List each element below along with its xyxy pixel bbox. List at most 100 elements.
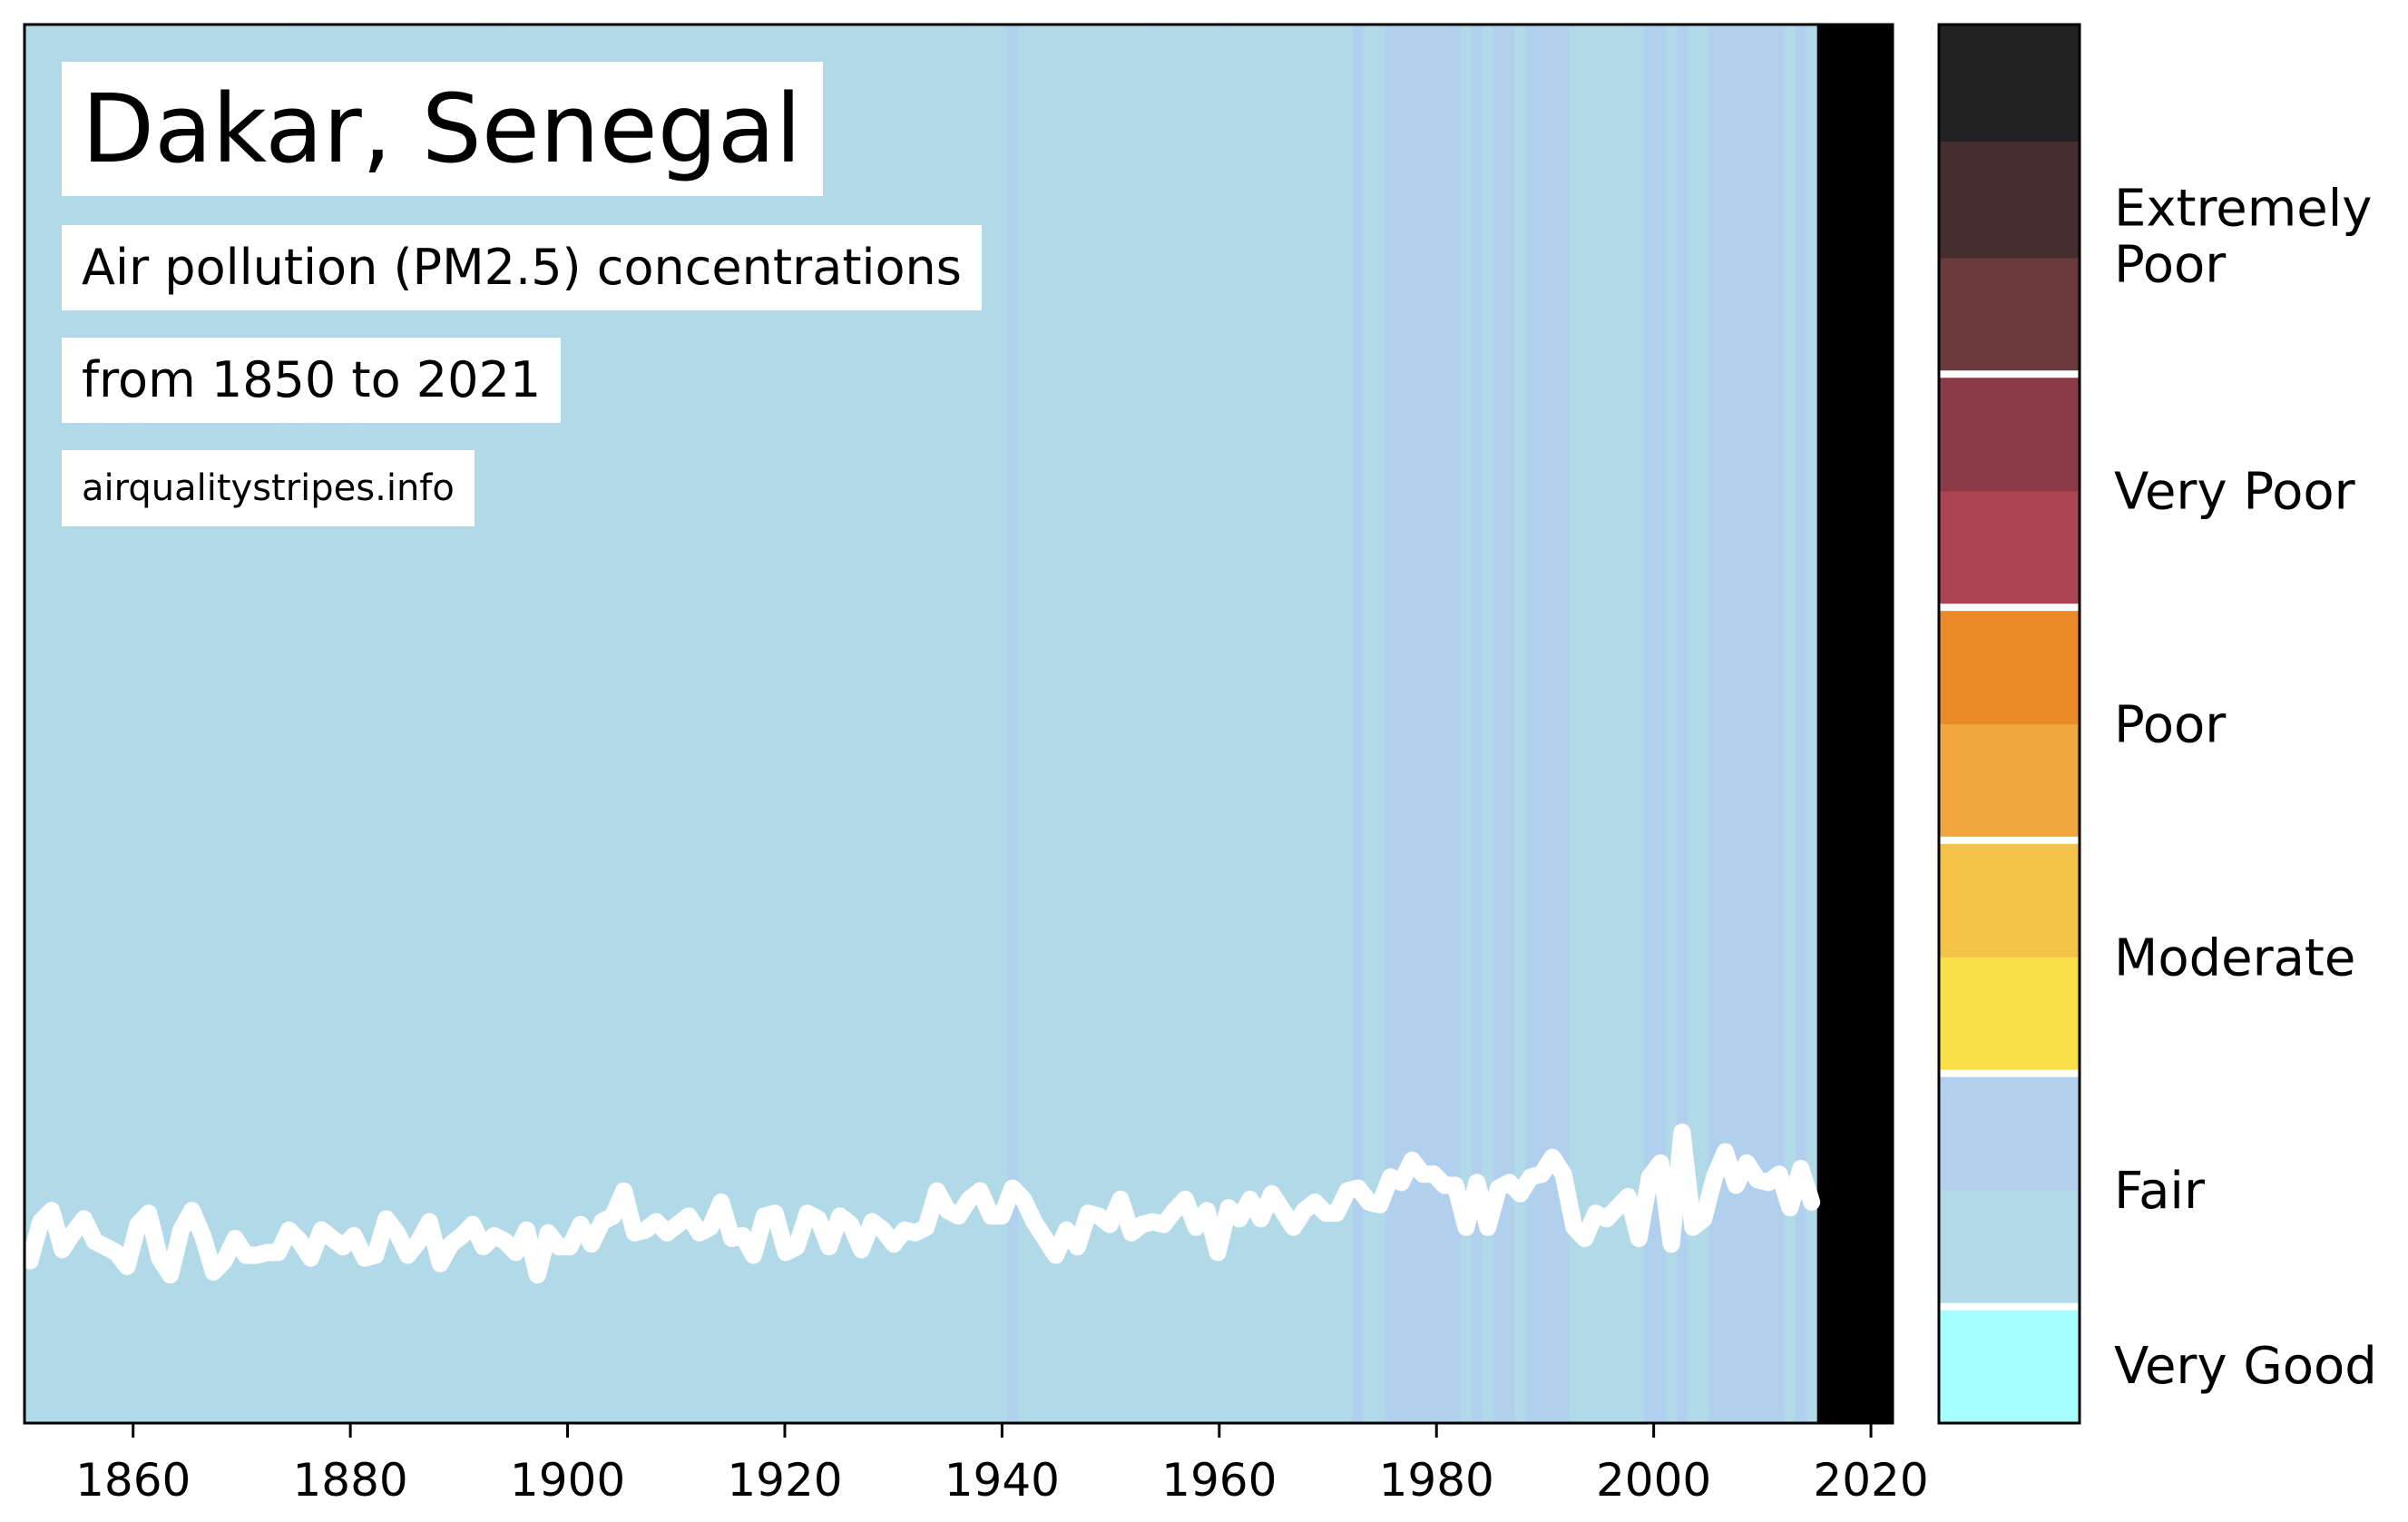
stripe-1967: [1287, 25, 1300, 1423]
stripe-1934: [931, 25, 944, 1423]
colorbar-bin-1: [1939, 1190, 2080, 1308]
stripe-1906: [629, 25, 641, 1423]
stripe-1986: [1493, 25, 1505, 1423]
stripe-1991: [1547, 25, 1559, 1423]
stripe-1850: [24, 25, 36, 1423]
colorbar-label-very-good: Very Good: [2114, 1337, 2377, 1396]
stripe-1900: [564, 25, 576, 1423]
colorbar-bin-8: [1939, 374, 2080, 492]
x-tick-label-2000: 2000: [1596, 1454, 1711, 1507]
stripe-1925: [834, 25, 847, 1423]
stripe-1949: [1093, 25, 1105, 1423]
stripe-1852: [45, 25, 58, 1423]
stripe-1971: [1331, 25, 1343, 1423]
stripe-1985: [1482, 25, 1494, 1423]
stripe-2021: [1871, 25, 1883, 1423]
stripe-1948: [1082, 25, 1095, 1423]
stripe-2017: [1827, 25, 1840, 1423]
chart-subtitle: Air pollution (PM2.5) concentrations: [62, 225, 982, 310]
stripe-1914: [715, 25, 728, 1423]
colorbar-bin-5: [1939, 723, 2080, 841]
stripe-1945: [1050, 25, 1062, 1423]
colorbar-bin-6: [1939, 607, 2080, 725]
stripe-1924: [823, 25, 836, 1423]
stripe-2012: [1774, 25, 1786, 1423]
stripe-1963: [1244, 25, 1257, 1423]
stripe-1960: [1212, 25, 1224, 1423]
stripe-1975: [1374, 25, 1386, 1423]
chart-period: from 1850 to 2021: [62, 338, 562, 423]
x-tick-label-1860: 1860: [75, 1454, 191, 1507]
stripe-1927: [856, 25, 868, 1423]
stripe-1901: [574, 25, 587, 1423]
stripe-2006: [1708, 25, 1721, 1423]
colorbar-label-extremely-poor: Extremely Poor: [2114, 180, 2372, 295]
stripe-2008: [1730, 25, 1743, 1423]
stripe-1958: [1190, 25, 1203, 1423]
colorbar-bin-0: [1939, 1306, 2080, 1424]
stripe-2005: [1698, 25, 1710, 1423]
stripe-1979: [1417, 25, 1430, 1423]
stripe-2001: [1655, 25, 1667, 1423]
stripe-2003: [1676, 25, 1689, 1423]
stripe-1970: [1320, 25, 1332, 1423]
stripe-1936: [953, 25, 965, 1423]
stripe-1904: [607, 25, 620, 1423]
stripe-1933: [920, 25, 933, 1423]
stripe-1903: [596, 25, 609, 1423]
colorbar-bin-3: [1939, 957, 2080, 1075]
stripe-1978: [1406, 25, 1419, 1423]
stripe-1994: [1579, 25, 1591, 1423]
stripe-1905: [618, 25, 631, 1423]
stripe-1962: [1233, 25, 1246, 1423]
stripe-1909: [661, 25, 673, 1423]
stripe-2002: [1666, 25, 1678, 1423]
stripe-1972: [1342, 25, 1354, 1423]
stripe-1916: [737, 25, 749, 1423]
stripe-1908: [651, 25, 662, 1423]
stripe-1976: [1385, 25, 1397, 1423]
stripe-2000: [1644, 25, 1656, 1423]
stripe-2014: [1795, 25, 1807, 1423]
stripe-1919: [769, 25, 781, 1423]
stripe-1930: [888, 25, 900, 1423]
stripe-1929: [877, 25, 889, 1423]
stripe-1998: [1622, 25, 1635, 1423]
stripe-1997: [1611, 25, 1624, 1423]
stripe-1947: [1072, 25, 1084, 1423]
stripe-1941: [1007, 25, 1019, 1423]
colorbar-bin-2: [1939, 1073, 2080, 1191]
stripe-1953: [1136, 25, 1149, 1423]
stripe-1931: [899, 25, 911, 1423]
stripe-1981: [1439, 25, 1451, 1423]
stripe-1956: [1169, 25, 1181, 1423]
stripe-1974: [1363, 25, 1375, 1423]
stripe-1955: [1158, 25, 1170, 1423]
colorbar-label-poor: Poor: [2114, 696, 2227, 755]
stripe-1965: [1266, 25, 1278, 1423]
stripe-2009: [1741, 25, 1754, 1423]
colorbar-bin-10: [1939, 141, 2080, 259]
colorbar-label-very-poor: Very Poor: [2114, 463, 2356, 522]
stripe-1917: [748, 25, 760, 1423]
stripe-2013: [1784, 25, 1796, 1423]
stripe-1918: [759, 25, 771, 1423]
colorbar-bin-11: [1939, 25, 2080, 142]
stripe-1937: [964, 25, 976, 1423]
stripe-1950: [1104, 25, 1116, 1423]
stripe-2004: [1687, 25, 1699, 1423]
x-axis: 1860 1880 1900 1920 1940 1960 1980 2000 2020: [75, 1423, 1929, 1507]
chart-title: Dakar, Senegal: [62, 62, 824, 196]
stripe-2015: [1806, 25, 1818, 1423]
stripe-1999: [1633, 25, 1646, 1423]
stripe-1910: [672, 25, 684, 1423]
colorbar: Very Good Fair Moderate Poor Very Poor Extrem…: [1937, 23, 2377, 1425]
stripe-2020: [1860, 25, 1872, 1423]
stripe-1966: [1277, 25, 1289, 1423]
stripe-1946: [1061, 25, 1073, 1423]
stripe-1993: [1568, 25, 1581, 1423]
stripe-1944: [1039, 25, 1052, 1423]
stripe-1922: [801, 25, 814, 1423]
stripe-1942: [1017, 25, 1030, 1423]
